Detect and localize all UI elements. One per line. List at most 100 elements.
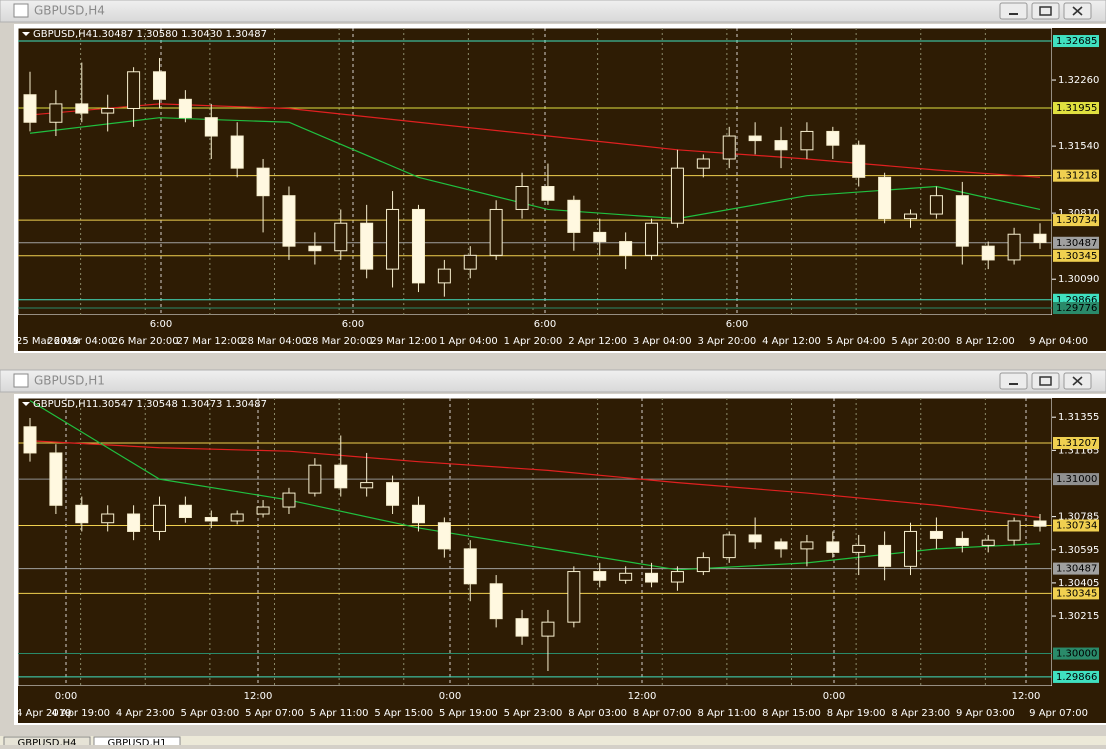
candle-body (334, 222, 348, 252)
y-tick-label: 1.30595 (1058, 545, 1099, 556)
candle-body (437, 522, 451, 550)
price-label: 1.30345 (1056, 588, 1097, 599)
candle-body (670, 571, 684, 583)
y-tick-label: 1.31165 (1058, 445, 1099, 456)
x-tick-label: 8 Apr 12:00 (956, 336, 1015, 347)
candle-body (722, 534, 736, 559)
y-tick-label: 1.31540 (1058, 141, 1099, 152)
chart-window: GBPUSD,H1 1.31355 1.31165 1.30785 1.30595 1.3… (0, 369, 1106, 725)
y-tick-label: 1.30810 (1058, 208, 1099, 219)
x-tick-label: 3 Apr 04:00 (633, 336, 692, 347)
candle-body (411, 208, 425, 284)
price-label-box (1053, 519, 1099, 532)
y-tick-label: 1.30785 (1058, 512, 1099, 523)
price-label-box (1053, 437, 1099, 450)
title-bar (0, 0, 1106, 23)
candle-body (49, 103, 63, 123)
icon (1072, 376, 1083, 386)
x-tick-label: 4 Apr 23:00 (116, 708, 175, 719)
candle-body (75, 504, 89, 524)
price-label: 1.30487 (1056, 564, 1097, 575)
menu-arrow[interactable] (22, 32, 30, 36)
candle-body (696, 158, 710, 169)
candle-body (826, 541, 840, 553)
window-icon (13, 3, 29, 18)
price-label: 1.31000 (1056, 474, 1097, 485)
x-tick-label: 9 Apr 07:00 (1029, 708, 1088, 719)
price-label: 1.30000 (1056, 649, 1097, 660)
price-label-box (1053, 670, 1099, 683)
window-icon (13, 373, 29, 388)
x-tick-label: 2 Apr 12:00 (568, 336, 627, 347)
candle-body (256, 506, 270, 515)
candle-body (567, 571, 581, 623)
x-tick-label: 5 Apr 23:00 (504, 708, 563, 719)
x-tick-label: 29 Mar 12:00 (370, 336, 437, 347)
x-tick-label: 5 Apr 07:00 (245, 708, 304, 719)
candle-body (748, 135, 762, 142)
x-tick-label: 26 Mar 20:00 (112, 336, 179, 347)
session-label: 0:00 (823, 691, 845, 702)
price-label: 1.30734 (1056, 215, 1097, 226)
candle-body (386, 208, 400, 270)
candle-body (515, 186, 529, 210)
candle-body (152, 504, 166, 532)
candle-body (904, 530, 918, 567)
candle-body (826, 130, 840, 146)
candle-body (645, 222, 659, 256)
price-label: 1.29866 (1056, 295, 1097, 306)
candle-body (955, 537, 969, 546)
price-label-box (1053, 647, 1099, 660)
session-label: 12:00 (628, 691, 657, 702)
title-bar (0, 369, 1106, 393)
candle-body (696, 557, 710, 573)
x-tick-label: 8 Apr 03:00 (568, 708, 627, 719)
candle-body (360, 222, 374, 270)
x-tick-label: 28 Mar 04:00 (241, 336, 308, 347)
x-tick-label: 1 Apr 04:00 (439, 336, 498, 347)
x-tick-label: 28 Mar 20:00 (306, 336, 373, 347)
tab-label: GBPUSD,H4 (17, 738, 76, 745)
y-tick-label: 1.30090 (1058, 274, 1099, 285)
candle-body (515, 618, 529, 637)
candle-body (852, 144, 866, 178)
candle-body (152, 71, 166, 100)
x-tick-label: 5 Apr 04:00 (827, 336, 886, 347)
x-tick-label: 1 Apr 20:00 (504, 336, 563, 347)
price-label: 1.31218 (1056, 171, 1097, 182)
price-label-box (1053, 35, 1099, 48)
maximize-button[interactable] (1031, 372, 1060, 390)
chart-window: GBPUSD,H4 1.32260 1.31540 1.30810 1.30090 25 … (0, 0, 1106, 353)
candle-body (75, 103, 89, 114)
candle-body (878, 544, 892, 567)
session-label: 12:00 (244, 691, 273, 702)
candle-body (929, 530, 943, 539)
candle-body (722, 135, 736, 160)
x-tick-label: 3 Apr 20:00 (697, 336, 756, 347)
candle-body (774, 140, 788, 151)
candle-body (567, 199, 581, 233)
minimize-button[interactable] (999, 372, 1028, 390)
x-tick-label: 9 Apr 04:00 (1029, 336, 1088, 347)
tab-bar (0, 736, 1106, 745)
x-tick-label: 4 Apr 12:00 (762, 336, 821, 347)
candle-body (256, 167, 270, 197)
x-tick-label: 8 Apr 15:00 (762, 708, 821, 719)
x-tick-label: 25 Mar 2019 (16, 336, 79, 347)
session-label: 6:00 (342, 319, 364, 330)
menu-arrow[interactable] (22, 402, 30, 406)
tab-label: GBPUSD,H1 (107, 738, 166, 745)
ma-red (29, 440, 1041, 519)
candle-body (386, 482, 400, 506)
x-tick-label: 5 Apr 19:00 (439, 708, 498, 719)
price-label-box (1053, 236, 1099, 249)
maximize-button[interactable] (1031, 2, 1060, 20)
candle-body (489, 583, 503, 620)
candle-body (489, 208, 503, 256)
candle-body (774, 541, 788, 550)
x-tick-label: 4 Apr 2019 (16, 708, 71, 719)
candle-body (1033, 233, 1047, 243)
minimize-button[interactable] (999, 2, 1028, 20)
x-tick-label: 8 Apr 11:00 (697, 708, 756, 719)
